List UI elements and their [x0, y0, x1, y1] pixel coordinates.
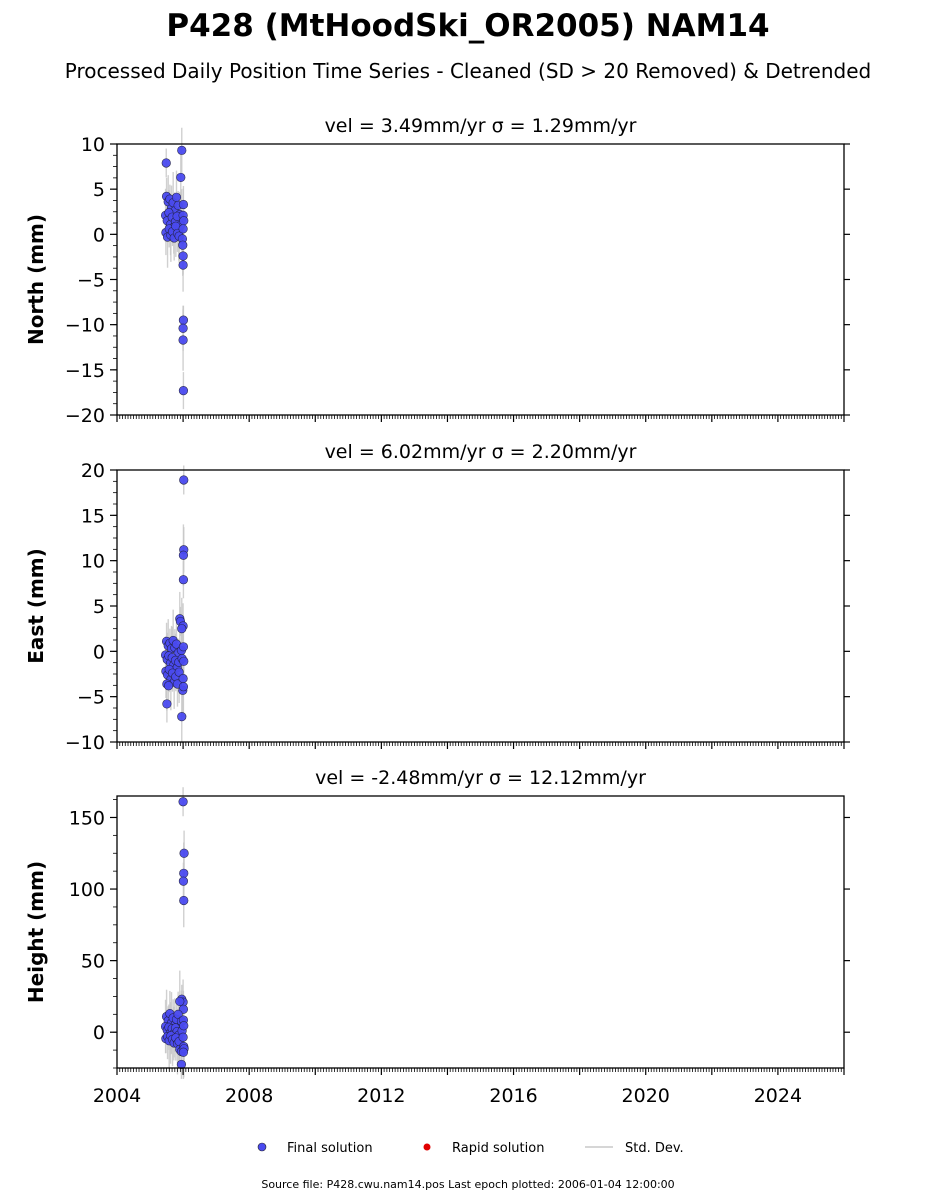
- x-tick-label: 2020: [622, 1085, 670, 1107]
- y-tick-label: 50: [81, 951, 105, 973]
- legend-std-label: Std. Dev.: [625, 1141, 684, 1156]
- data-point: [176, 172, 186, 183]
- y-tick-label: 150: [69, 807, 105, 829]
- y-tick-label: 0: [93, 224, 105, 246]
- data-point: [171, 192, 182, 202]
- x-tick-label: 2016: [489, 1085, 537, 1107]
- data-point: [178, 876, 189, 886]
- legend-final-label: Final solution: [287, 1141, 373, 1156]
- data-point: [178, 575, 189, 585]
- data-point: [179, 895, 189, 906]
- y-axis-label: Height (mm): [24, 861, 48, 1003]
- plot-frame: [116, 469, 845, 743]
- data-point: [178, 642, 189, 652]
- legend: Final solution Rapid solution Std. Dev.: [257, 1141, 684, 1156]
- data-point: [179, 656, 189, 666]
- figure-title: P428 (MtHoodSki_OR2005) NAM14: [166, 8, 769, 44]
- data-point: [179, 868, 189, 878]
- y-tick-label: −10: [65, 315, 105, 337]
- y-tick-label: −20: [65, 405, 105, 427]
- y-tick-label: 10: [81, 551, 105, 573]
- y-tick-label: 10: [81, 134, 105, 156]
- data-point: [178, 682, 189, 692]
- data-point: [179, 1021, 189, 1031]
- legend-rapid-marker: [423, 1143, 431, 1151]
- data-point: [178, 335, 188, 345]
- data-point: [178, 386, 189, 396]
- y-tick-label: 15: [81, 505, 105, 527]
- data-point: [178, 673, 188, 684]
- data-point: [175, 996, 185, 1007]
- data-point: [178, 797, 188, 807]
- y-tick-label: 20: [81, 460, 105, 482]
- data-point: [177, 145, 187, 155]
- plot-frame: [116, 143, 845, 416]
- y-tick-label: 100: [69, 879, 105, 901]
- data-point: [178, 224, 188, 234]
- data-point: [177, 624, 187, 634]
- x-tick-label: 2008: [225, 1085, 273, 1107]
- y-tick-label: −15: [65, 360, 105, 382]
- data-point: [176, 1059, 187, 1070]
- data-point: [161, 158, 171, 168]
- y-tick-label: −5: [77, 270, 105, 292]
- data-point: [178, 323, 188, 333]
- data-point: [178, 1032, 188, 1042]
- x-tick-label: 2004: [93, 1085, 141, 1107]
- panel-1: vel = 6.02mm/yr σ = 2.20mm/yr East (mm) −1…: [24, 441, 850, 754]
- legend-final-marker: [257, 1142, 267, 1152]
- y-tick-label: 5: [93, 596, 105, 618]
- data-point: [163, 681, 174, 691]
- data-point: [178, 260, 188, 270]
- plot-frame: [116, 795, 845, 1069]
- data-point: [178, 199, 189, 210]
- y-axis-label: North (mm): [24, 214, 48, 345]
- y-axis-label: East (mm): [24, 548, 48, 664]
- legend-rapid-label: Rapid solution: [452, 1141, 544, 1156]
- y-tick-label: 5: [93, 179, 105, 201]
- data-point: [178, 1047, 189, 1057]
- y-tick-label: 0: [93, 641, 105, 663]
- panel-2: vel = -2.48mm/yr σ = 12.12mm/yr Height (m…: [24, 767, 850, 1107]
- data-point: [178, 315, 189, 325]
- data-point: [162, 699, 172, 709]
- data-point: [179, 475, 189, 485]
- data-point: [177, 712, 187, 722]
- data-point: [178, 240, 188, 250]
- y-tick-label: 0: [93, 1022, 105, 1044]
- data-point: [179, 848, 189, 858]
- source-note: Source file: P428.cwu.nam14.pos Last epo…: [261, 1178, 674, 1191]
- data-point: [179, 216, 189, 226]
- y-tick-label: −10: [65, 732, 105, 754]
- y-tick-label: −5: [77, 687, 105, 709]
- figure-subtitle: Processed Daily Position Time Series - C…: [65, 59, 871, 83]
- x-tick-label: 2012: [357, 1085, 405, 1107]
- data-point: [178, 550, 189, 560]
- data-point: [178, 251, 188, 261]
- panel-title: vel = -2.48mm/yr σ = 12.12mm/yr: [315, 767, 646, 789]
- x-tick-label: 2024: [754, 1085, 802, 1107]
- panel-title: vel = 6.02mm/yr σ = 2.20mm/yr: [325, 441, 637, 463]
- panel-title: vel = 3.49mm/yr σ = 1.29mm/yr: [325, 115, 637, 137]
